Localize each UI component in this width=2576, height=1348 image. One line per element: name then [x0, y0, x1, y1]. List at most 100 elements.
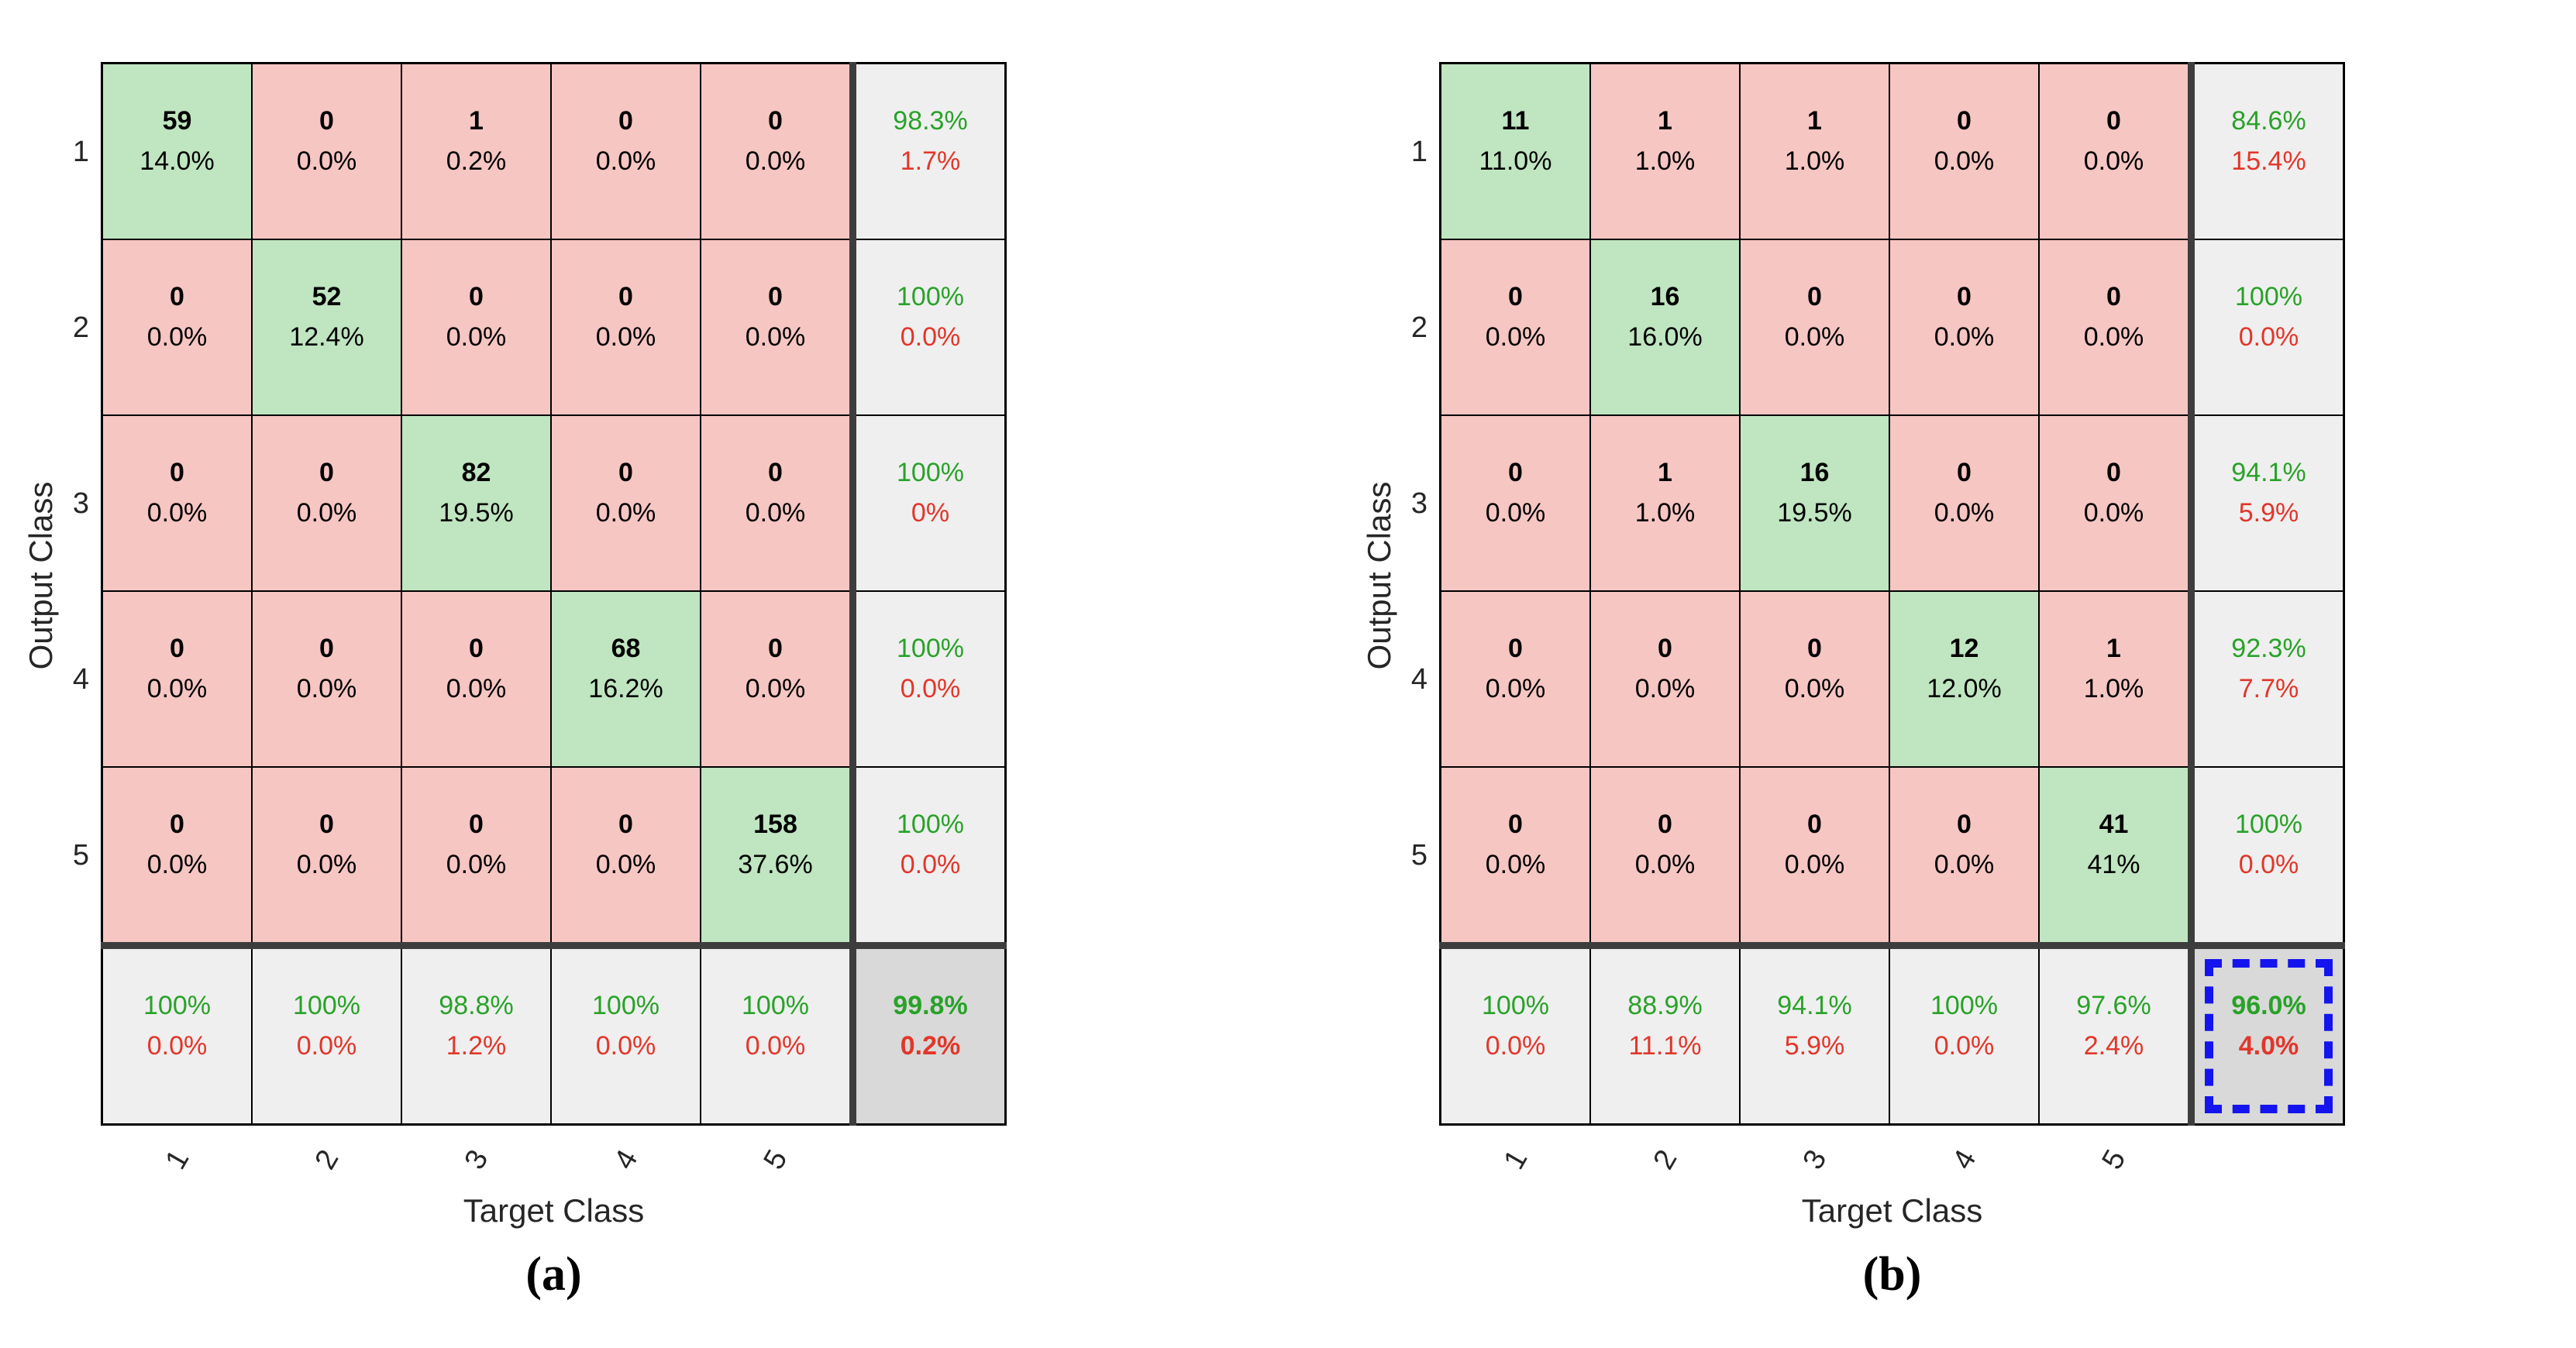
cell-percent: 0.0%: [146, 497, 208, 528]
percent-incorrect: 0.0%: [900, 322, 961, 352]
cell-count: 68: [611, 633, 641, 663]
col-summary-cell-c2: 88.9% 11.1%: [1591, 949, 1739, 1123]
percent-incorrect: 11.1%: [1628, 1030, 1702, 1061]
percent-correct: 94.1%: [2231, 457, 2306, 487]
matrix-cell-r3-c2: 0 0.0%: [253, 416, 401, 590]
total-accuracy-cell: 99.8% 0.2%: [856, 949, 1004, 1123]
cell-percent: 0.0%: [1634, 849, 1696, 879]
cell-count: 0: [1508, 633, 1523, 663]
subfigure-caption: (b): [1862, 1248, 1922, 1301]
cell-percent: 0.0%: [296, 146, 357, 176]
cell-text: 88.9% 11.1%: [1627, 985, 1702, 1066]
y-tick-label-3: 3: [1410, 487, 1427, 520]
matrix-cell-r4-c2: 0 0.0%: [253, 592, 401, 766]
overall-error: 0.2%: [900, 1030, 961, 1061]
cell-text: 0 0.0%: [1934, 101, 1995, 181]
matrix-cell-r3-c5: 0 0.0%: [2040, 416, 2188, 590]
cell-text: 100% 0.0%: [897, 628, 964, 709]
cell-text: 94.1% 5.9%: [2231, 452, 2306, 533]
cell-text: 52 12.4%: [289, 277, 363, 357]
matrix-cell-r4-c4: 68 16.2%: [552, 592, 700, 766]
cell-percent: 16.2%: [588, 673, 663, 703]
matrix-cell-r3-c4: 0 0.0%: [1890, 416, 2038, 590]
percent-correct: 100%: [2235, 281, 2302, 311]
overall-accuracy: 99.8%: [893, 990, 968, 1020]
percent-incorrect: 5.9%: [1784, 1030, 1845, 1061]
cell-text: 0 0.0%: [596, 804, 656, 885]
cell-count: 0: [469, 281, 484, 311]
cell-percent: 0.0%: [446, 673, 507, 703]
cell-text: 1 1.0%: [2084, 628, 2144, 709]
percent-incorrect: 0.0%: [146, 1030, 208, 1061]
cell-text: 68 16.2%: [588, 628, 663, 709]
percent-correct: 100%: [897, 281, 964, 311]
percent-correct: 84.6%: [2231, 105, 2306, 136]
matrix-cell-r1-c2: 0 0.0%: [253, 64, 401, 239]
cell-text: 96.0% 4.0%: [2231, 985, 2306, 1066]
matrix-cell-r5-c2: 0 0.0%: [1591, 768, 1739, 942]
cell-text: 0 0.0%: [1934, 277, 1995, 357]
percent-incorrect: 0.0%: [2238, 849, 2299, 879]
matrix-cell-r1-c3: 1 0.2%: [402, 64, 550, 239]
cell-text: 82 19.5%: [439, 452, 513, 533]
cell-count: 0: [319, 105, 334, 136]
row-summary-cell-r5: 100% 0.0%: [856, 768, 1004, 942]
cell-percent: 0.0%: [1784, 849, 1845, 879]
percent-correct: 100%: [1930, 990, 1998, 1020]
col-summary-cell-c1: 100% 0.0%: [103, 949, 251, 1123]
cell-percent: 12.4%: [289, 322, 364, 352]
cell-count: 0: [319, 809, 334, 839]
x-tick-label-4: 4: [1946, 1144, 1982, 1175]
cell-percent: 11.0%: [1479, 146, 1552, 176]
confusion-matrix-grid: 59 14.0% 0 0.0% 1 0.2% 0 0.0% 0 0.0% 98.3% 1.7% 0 0.0…: [101, 62, 1007, 1126]
row-summary-cell-r1: 98.3% 1.7%: [856, 64, 1004, 239]
cell-count: 0: [768, 281, 783, 311]
percent-correct: 100%: [293, 990, 360, 1020]
matrix-cell-r5-c4: 0 0.0%: [552, 768, 700, 942]
matrix-cell-r5-c3: 0 0.0%: [1741, 768, 1889, 942]
y-tick-label-4: 4: [72, 662, 89, 696]
cell-text: 0 0.0%: [1486, 628, 1546, 709]
cell-percent: 0.0%: [1934, 146, 1995, 176]
cell-text: 0 0.0%: [2084, 277, 2144, 357]
cell-text: 0 0.0%: [446, 628, 507, 709]
percent-incorrect: 7.7%: [2238, 673, 2299, 703]
cell-count: 0: [1957, 105, 1972, 136]
matrix-cell-r3-c5: 0 0.0%: [701, 416, 849, 590]
cell-count: 12: [1949, 633, 1979, 663]
cell-text: 0 0.0%: [446, 804, 507, 885]
cell-count: 0: [2106, 457, 2121, 487]
cell-count: 0: [469, 809, 484, 839]
cell-text: 0 0.0%: [297, 628, 357, 709]
cell-count: 59: [162, 105, 192, 136]
cell-percent: 0.0%: [446, 322, 507, 352]
cell-text: 100% 0%: [897, 452, 964, 533]
cell-text: 158 37.6%: [738, 804, 812, 885]
cell-count: 0: [618, 809, 633, 839]
confusion-matrix-grid: 11 11.0% 1 1.0% 1 1.0% 0 0.0% 0 0.0% 84.6% 15.4% 0 0.…: [1439, 62, 2345, 1126]
cell-percent: 0.0%: [1934, 497, 1995, 528]
cell-percent: 1.0%: [1634, 497, 1696, 528]
cell-text: 0 0.0%: [1785, 804, 1845, 885]
matrix-cell-r3-c3: 82 19.5%: [402, 416, 550, 590]
cell-text: 0 0.0%: [297, 804, 357, 885]
total-accuracy-cell: 96.0% 4.0%: [2195, 949, 2343, 1123]
cell-count: 0: [618, 105, 633, 136]
matrix-cell-r1-c1: 11 11.0%: [1441, 64, 1589, 239]
y-tick-label-2: 2: [72, 311, 89, 344]
percent-incorrect: 1.7%: [900, 146, 961, 176]
cell-text: 100% 0.0%: [592, 985, 659, 1066]
cell-count: 158: [753, 809, 797, 839]
col-summary-cell-c3: 94.1% 5.9%: [1741, 949, 1889, 1123]
cell-text: 100% 0.0%: [897, 277, 964, 357]
x-axis-label: Target Class: [1801, 1192, 1983, 1229]
matrix-cell-r2-c4: 0 0.0%: [552, 240, 700, 414]
matrix-cell-r4-c5: 0 0.0%: [701, 592, 849, 766]
cell-percent: 0.0%: [745, 497, 806, 528]
matrix-cell-r5-c1: 0 0.0%: [1441, 768, 1589, 942]
cell-text: 0 0.0%: [596, 277, 656, 357]
cell-count: 0: [1807, 633, 1822, 663]
matrix-cell-r2-c2: 16 16.0%: [1591, 240, 1739, 414]
percent-correct: 100%: [897, 809, 964, 839]
percent-correct: 100%: [592, 990, 659, 1020]
